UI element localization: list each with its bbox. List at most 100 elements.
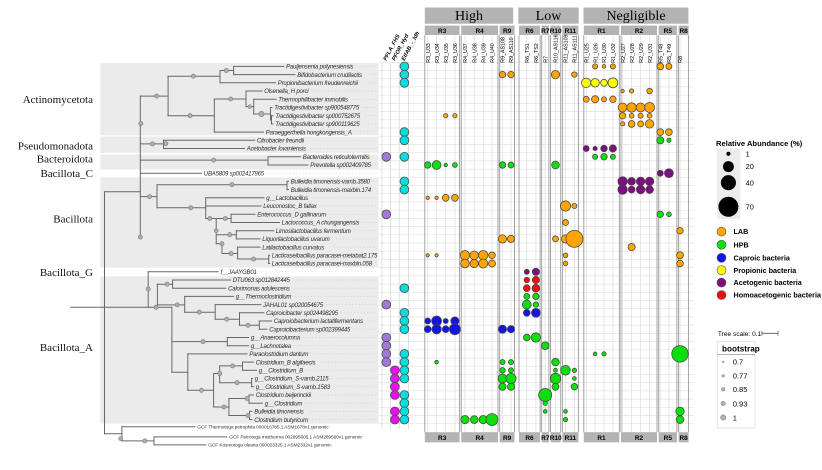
svg-text:Tree scale: 0.1: Tree scale: 0.1: [718, 331, 762, 338]
svg-text:Thermophilibacter immobilis: Thermophilibacter immobilis: [278, 98, 348, 104]
svg-text:Propionic bacteria: Propionic bacteria: [734, 266, 798, 275]
svg-text:R5_T49: R5_T49: [667, 44, 673, 63]
svg-text:Citrobacter freundii: Citrobacter freundii: [257, 139, 305, 145]
svg-text:R11: R11: [565, 28, 577, 35]
svg-text:g__Anaerocolumna: g__Anaerocolumna: [251, 336, 301, 342]
svg-text:f__JAAYGB01: f__JAAYGB01: [221, 270, 257, 276]
svg-text:R6: R6: [525, 435, 534, 442]
svg-text:Olsenella_H porci: Olsenella_H porci: [264, 89, 309, 95]
svg-text:Bacillota_G: Bacillota_G: [40, 267, 93, 279]
svg-text:Bulleidia timonensis-vamb.3580: Bulleidia timonensis-vamb.3580: [291, 180, 371, 186]
svg-text:Acetogenic bacteria: Acetogenic bacteria: [734, 278, 803, 287]
svg-text:Paraclostridium dantum: Paraclostridium dantum: [249, 352, 308, 358]
svg-text:R1_U26: R1_U26: [593, 43, 599, 62]
svg-text:Bacillota_C: Bacillota_C: [40, 168, 93, 180]
svg-text:Caproic bacteria: Caproic bacteria: [734, 253, 791, 262]
svg-text:1: 1: [733, 413, 737, 422]
svg-text:Negligible: Negligible: [606, 9, 665, 24]
svg-text:20: 20: [746, 162, 754, 171]
svg-text:R11_AS109: R11_AS109: [564, 34, 570, 62]
svg-text:Bacillota_A: Bacillota_A: [40, 342, 93, 354]
svg-text:R7: R7: [543, 56, 549, 63]
svg-text:Clostridium beijerinckii: Clostridium beijerinckii: [256, 393, 312, 399]
svg-text:R7: R7: [541, 28, 550, 35]
svg-text:Bacteroidota: Bacteroidota: [37, 154, 93, 166]
svg-text:1: 1: [746, 149, 750, 158]
svg-text:0.93: 0.93: [733, 399, 748, 408]
svg-text:R1_U25: R1_U25: [584, 43, 590, 62]
svg-text:Lacticaseibacillus paracasei-m: Lacticaseibacillus paracasei-maxbin.058: [272, 262, 373, 268]
svg-text:R6_TS2: R6_TS2: [534, 43, 540, 62]
svg-text:R3_U35: R3_U35: [444, 43, 450, 62]
svg-text:Propionibacterium freudenreich: Propionibacterium freudenreichii: [278, 81, 359, 87]
svg-text:R10: R10: [550, 435, 562, 442]
svg-text:R1_U30: R1_U30: [602, 43, 608, 62]
svg-text:Liquorilactobacillus uvarum: Liquorilactobacillus uvarum: [262, 237, 329, 243]
svg-text:GCF Thermotoga petrophila 0000: GCF Thermotoga petrophila 000016785.1 AS…: [197, 424, 329, 430]
svg-text:R3_U36: R3_U36: [453, 43, 459, 62]
svg-text:R8: R8: [678, 56, 684, 63]
svg-text:R8: R8: [679, 28, 688, 35]
svg-text:UBA5809 sp002417965: UBA5809 sp002417965: [204, 171, 265, 177]
svg-text:R3: R3: [438, 28, 447, 35]
svg-text:R9: R9: [503, 28, 512, 35]
svg-text:70: 70: [746, 202, 754, 211]
svg-text:DTU063 sp012842445: DTU063 sp012842445: [233, 278, 291, 284]
svg-text:R3: R3: [438, 435, 447, 442]
svg-text:GCF Petrotoga miotherma 002895: GCF Petrotoga miotherma 002895605.1 ASM2…: [229, 435, 363, 441]
svg-text:0.7: 0.7: [733, 358, 744, 367]
svg-text:R9_AS108: R9_AS108: [501, 37, 507, 63]
svg-text:Acetobacter lovaniensis: Acetobacter lovaniensis: [246, 147, 306, 153]
svg-text:g__Lactobacillus: g__Lactobacillus: [266, 196, 308, 202]
svg-text:R3_U34: R3_U34: [435, 43, 441, 62]
svg-text:R10: R10: [550, 28, 562, 35]
svg-text:0.85: 0.85: [733, 385, 748, 394]
svg-text:R6_TS1: R6_TS1: [525, 43, 531, 62]
svg-text:g__Lachnotalea: g__Lachnotalea: [251, 344, 292, 350]
svg-text:R4: R4: [475, 435, 484, 442]
svg-text:R5: R5: [664, 28, 673, 35]
svg-text:Relative Abundance (%): Relative Abundance (%): [716, 139, 803, 148]
svg-text:R11_AS111: R11_AS111: [573, 35, 579, 62]
svg-text:R11: R11: [565, 435, 577, 442]
svg-text:Tractidigestivibacter sp900119: Tractidigestivibacter sp900119625: [275, 122, 360, 128]
svg-text:Tractidigestivibacter sp900548: Tractidigestivibacter sp900548775: [274, 106, 360, 112]
svg-text:Bacteroides reticulotermitis: Bacteroides reticulotermitis: [303, 155, 370, 161]
svg-text:R2_U29: R2_U29: [639, 43, 645, 62]
svg-text:R1: R1: [597, 435, 606, 442]
svg-text:Low: Low: [536, 9, 563, 24]
svg-text:Tractidigestivibacter sp000752: Tractidigestivibacter sp000752675: [275, 114, 361, 120]
svg-text:R4: R4: [475, 28, 484, 35]
svg-text:R9: R9: [503, 435, 512, 442]
svg-text:Caproicibacter sp024498295: Caproicibacter sp024498295: [266, 311, 339, 317]
svg-text:R2_U31: R2_U31: [648, 43, 654, 62]
svg-text:R2: R2: [635, 28, 644, 35]
svg-text:Paraeggerthella hongkongensis_: Paraeggerthella hongkongensis_A: [266, 130, 352, 136]
svg-text:R8: R8: [679, 435, 688, 442]
svg-text:Pauljensenia polynesiensis: Pauljensenia polynesiensis: [286, 65, 353, 71]
svg-text:R2_U27: R2_U27: [621, 43, 627, 62]
svg-text:LAB: LAB: [734, 227, 749, 236]
svg-text:0.77: 0.77: [733, 372, 748, 381]
svg-text:g__Clostridium_S-vamb.2115: g__Clostridium_S-vamb.2115: [255, 377, 330, 383]
svg-text:Lactococcus_A chungangensis: Lactococcus_A chungangensis: [282, 221, 360, 227]
svg-text:Limosilactobacillus fermentum: Limosilactobacillus fermentum: [276, 229, 351, 235]
svg-text:R1: R1: [597, 28, 606, 35]
svg-text:40: 40: [746, 178, 754, 187]
svg-text:Latilactobacillus curvatus: Latilactobacillus curvatus: [262, 245, 324, 251]
svg-text:g__Clostridium_S-vamb.1583: g__Clostridium_S-vamb.1583: [256, 385, 331, 391]
svg-text:Pseudomonadota: Pseudomonadota: [18, 141, 93, 153]
svg-text:Clostridium butyricum: Clostridium butyricum: [254, 418, 308, 424]
svg-text:R2: R2: [635, 435, 644, 442]
svg-text:Lacticaseibacillus paracasei-m: Lacticaseibacillus paracasei-metabat2.17…: [272, 254, 378, 260]
svg-text:g__Clostridium: g__Clostridium: [265, 401, 303, 407]
svg-text:Bacillota: Bacillota: [53, 213, 93, 225]
svg-text:R4_U38: R4_U38: [472, 43, 478, 62]
svg-text:Caproicibacterium sp002399445: Caproicibacterium sp002399445: [269, 327, 351, 333]
svg-text:R4_U40: R4_U40: [490, 43, 496, 62]
svg-text:High: High: [455, 9, 483, 24]
svg-text:Leuconostoc_B fallax: Leuconostoc_B fallax: [263, 204, 317, 210]
svg-text:R5: R5: [664, 435, 673, 442]
svg-text:R4_U37: R4_U37: [463, 43, 469, 62]
svg-text:Clostridium_B algifaecis: Clostridium_B algifaecis: [256, 360, 316, 366]
